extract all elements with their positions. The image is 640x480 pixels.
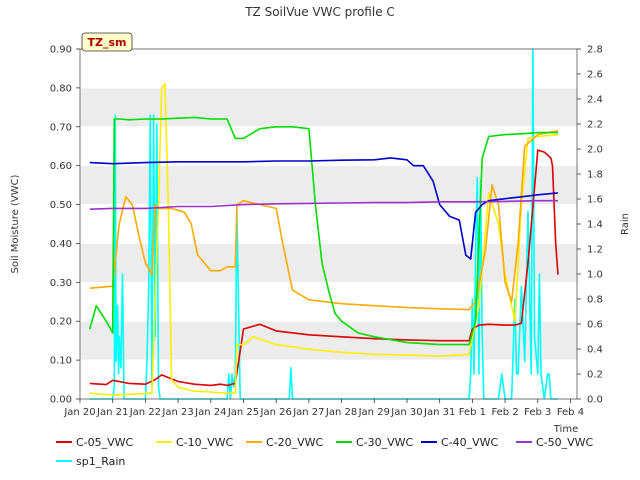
y2-tick-label: 1.4: [587, 220, 603, 231]
x-tick-label: Feb 1: [459, 407, 486, 418]
x-tick-label: Jan 22: [129, 407, 161, 418]
y2-tick-label: 0.6: [587, 320, 603, 331]
plot-bands: [80, 87, 577, 361]
y2-axis-title: Rain: [620, 213, 631, 235]
x-axis-ticks: Jan 20 Jan 21 Jan 22 Jan 23 Jan 24 Jan 25 Jan …: [63, 399, 584, 418]
x-tick-label: Jan 24: [194, 407, 226, 418]
tz-badge: TZ_sm: [81, 32, 133, 52]
y2-tick-label: 1.0: [587, 270, 603, 281]
y-tick-label: 0.50: [50, 200, 72, 211]
y-axis-title: Soil Moisture (VWC): [10, 174, 21, 273]
y2-tick-label: 0.2: [587, 370, 603, 381]
series-line-c-20-vwc: [89, 129, 559, 311]
y-tick-label: 0.40: [50, 239, 72, 250]
y-tick-label: 0.90: [50, 45, 72, 56]
y2-tick-label: 1.8: [587, 170, 603, 181]
y-tick-label: 0.10: [50, 356, 72, 367]
y2-tick-label: 0.8: [587, 295, 603, 306]
plot-band: [80, 321, 577, 361]
series-line-c-50-vwc: [89, 199, 558, 210]
legend-label: C-10_VWC: [176, 436, 234, 449]
x-tick-label: Jan 20: [63, 407, 95, 418]
legend-label: C-50_VWC: [536, 436, 594, 449]
y2-tick-label: 0.0: [587, 395, 603, 406]
y-tick-label: 0.20: [50, 317, 72, 328]
y-tick-label: 0.70: [50, 122, 72, 133]
y2-tick-label: 1.6: [587, 195, 603, 206]
legend-label: sp1_Rain: [76, 455, 125, 468]
x-tick-label: Jan 26: [260, 407, 292, 418]
x-tick-label: Feb 2: [491, 407, 518, 418]
x-tick-label: Jan 21: [96, 407, 128, 418]
badge-box: [81, 32, 133, 52]
y2-tick-label: 0.4: [587, 345, 603, 356]
legend-label: C-05_VWC: [76, 436, 134, 449]
right-axis-ticks: 0.0 0.2 0.4 0.6 0.8 1.0 1.2 1.4 1.6 1.8 2.0 2.2 2.4 2…: [577, 45, 603, 406]
x-tick-label: Jan 28: [325, 407, 357, 418]
legend-label: C-30_VWC: [356, 436, 414, 449]
plot-band: [80, 243, 577, 283]
badge-label: TZ_sm: [88, 36, 127, 49]
plot-band: [80, 87, 577, 127]
y2-tick-label: 2.8: [587, 45, 603, 56]
x-tick-label: Feb 4: [557, 407, 584, 418]
series-line-c-30-vwc: [89, 116, 558, 346]
x-tick-label: Jan 23: [161, 407, 193, 418]
y-tick-label: 0.00: [50, 395, 72, 406]
y-tick-label: 0.60: [50, 161, 72, 172]
y2-tick-label: 1.2: [587, 245, 603, 256]
x-tick-label: Jan 27: [292, 407, 324, 418]
y-tick-label: 0.30: [50, 278, 72, 289]
y2-tick-label: 2.0: [587, 145, 603, 156]
legend: C-05_VWC C-10_VWC C-20_VWC C-30_VWC C-40_VWC…: [56, 436, 594, 468]
x-tick-label: Jan 29: [358, 407, 390, 418]
x-tick-label: Jan 31: [423, 407, 455, 418]
legend-label: C-40_VWC: [441, 436, 499, 449]
x-tick-label: Jan 30: [390, 407, 422, 418]
legend-label: C-20_VWC: [266, 436, 324, 449]
y2-tick-label: 2.2: [587, 120, 603, 131]
x-tick-label: Feb 3: [524, 407, 551, 418]
series-line-c-05-vwc: [89, 149, 559, 387]
series-lines: [89, 48, 559, 400]
y2-tick-label: 2.6: [587, 70, 603, 81]
y2-tick-label: 2.4: [587, 95, 603, 106]
y-tick-label: 0.80: [50, 83, 72, 94]
chart-title: TZ SoilVue VWC profile C: [244, 5, 395, 19]
x-tick-label: Jan 25: [227, 407, 259, 418]
plot-band: [80, 165, 577, 205]
left-axis-ticks: 0.00 0.10 0.20 0.30 0.40 0.50 0.60 0.70 0.80 0.90: [50, 45, 80, 406]
x-axis-title: Time: [553, 424, 578, 435]
